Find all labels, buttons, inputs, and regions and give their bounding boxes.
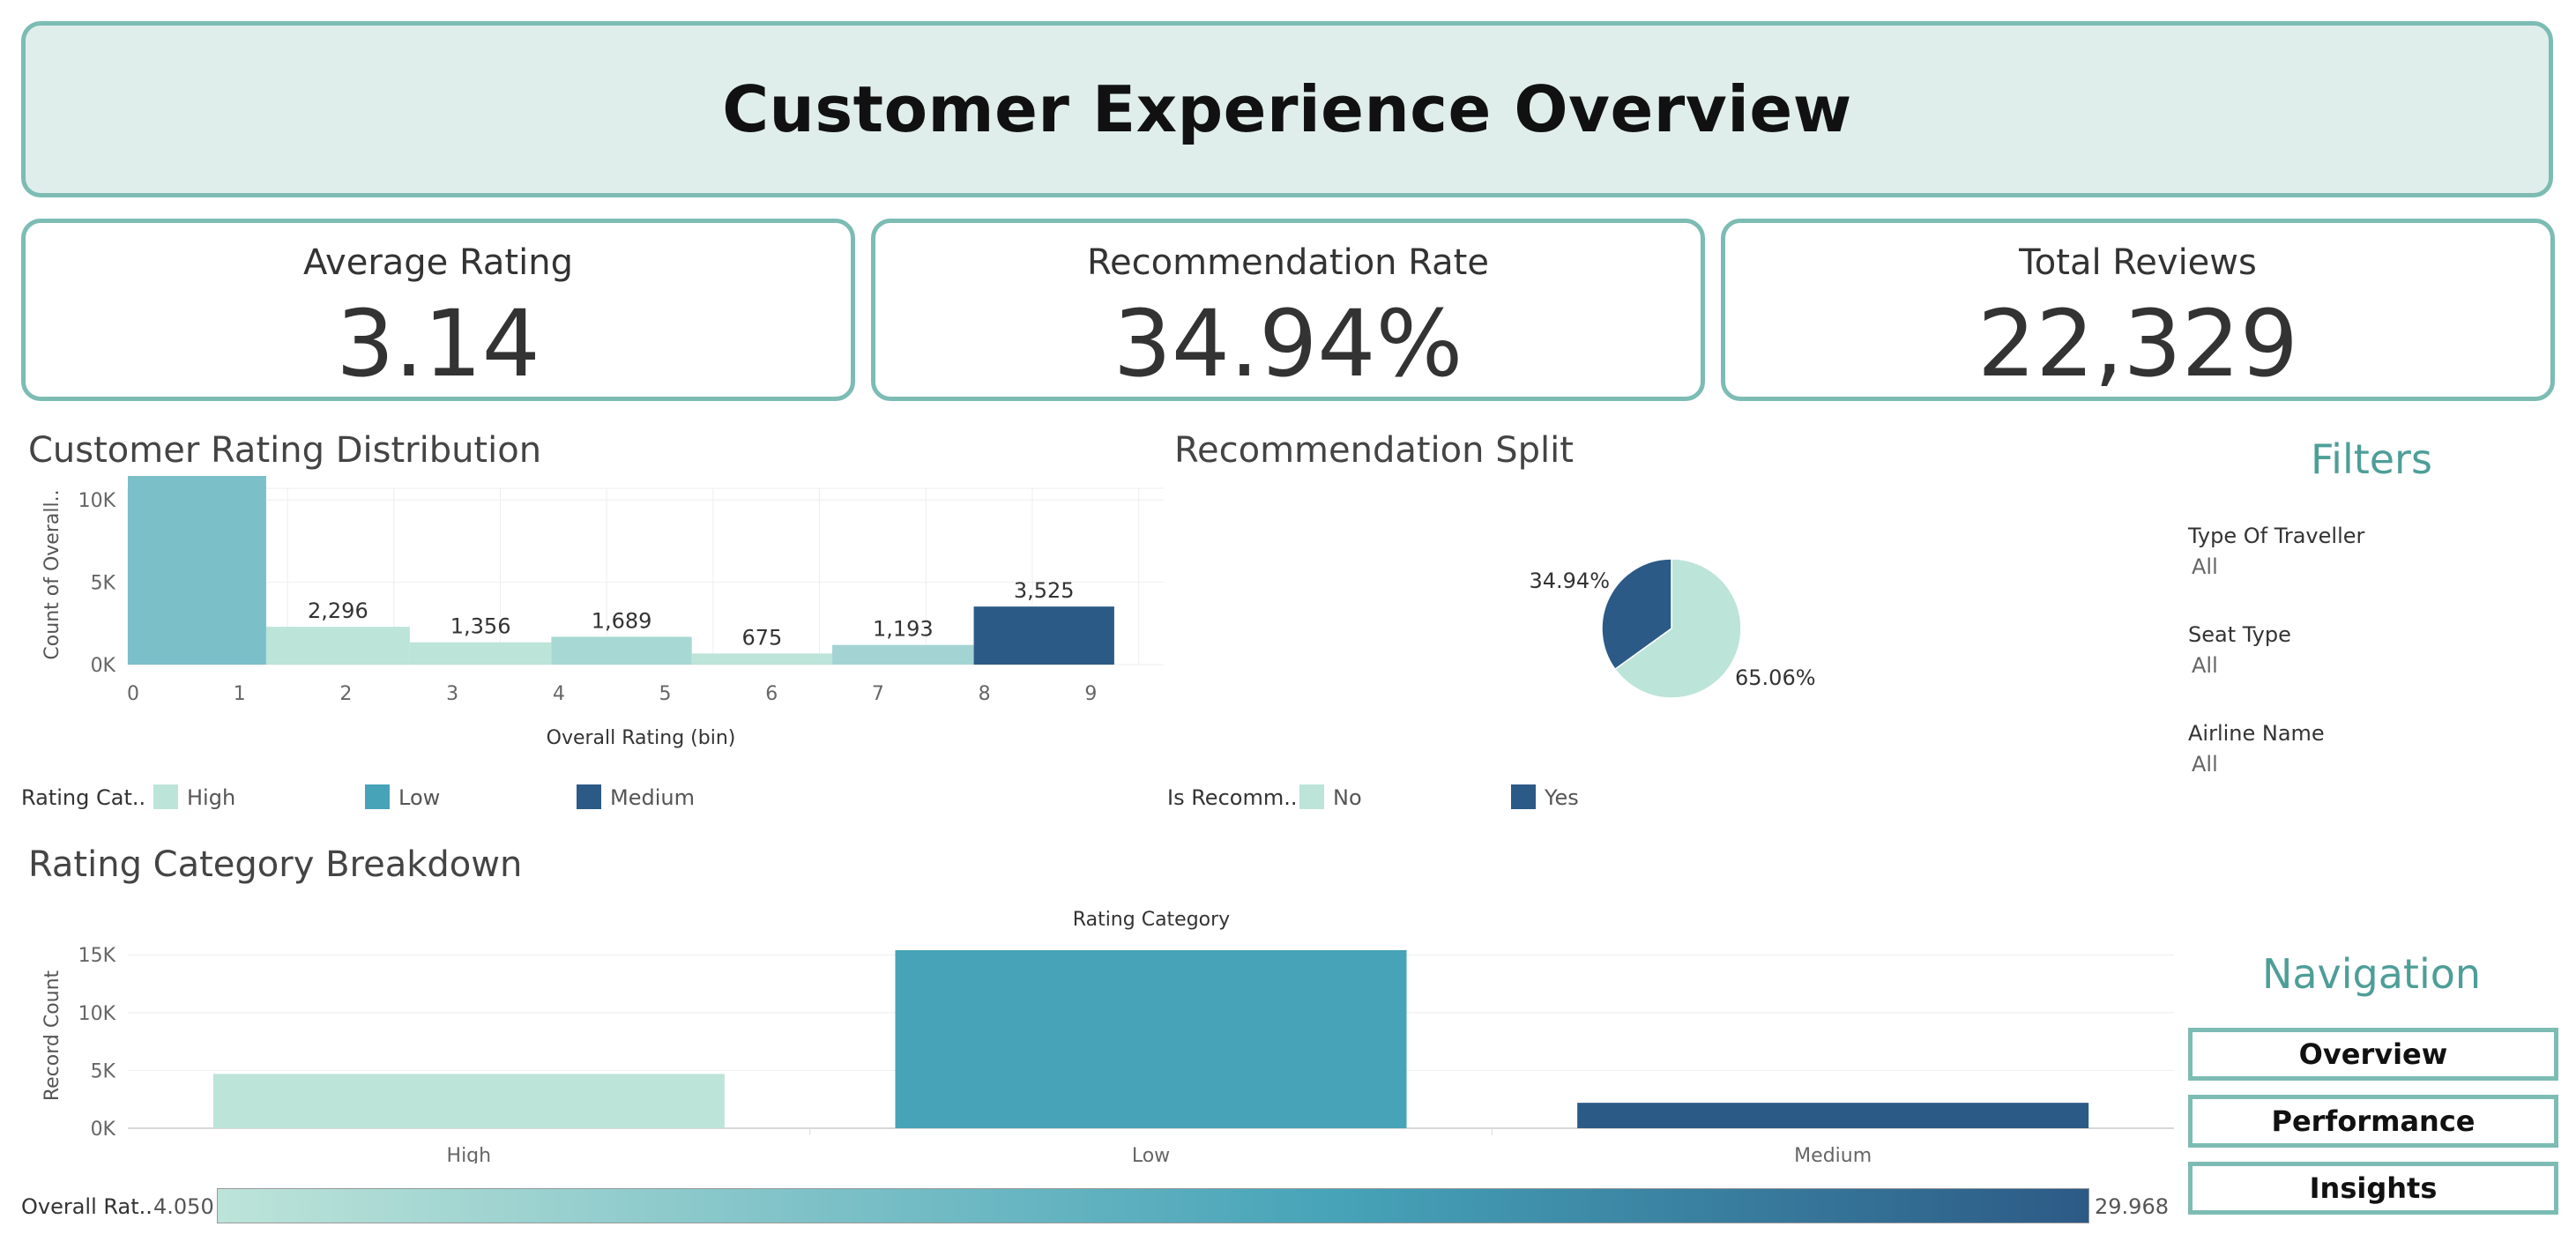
legend-title-is-recommended: Is Recomm.. [1167,785,1298,810]
legend-label-medium: Medium [610,785,695,810]
x-tick-label: 3 [446,683,458,705]
legend-swatch-low [365,784,390,809]
overall-rating-gradient-bar [217,1188,2089,1223]
section-title-rating-breakdown: Rating Category Breakdown [28,844,523,885]
category-bar-high[interactable] [212,1074,725,1128]
section-title-rating-distribution: Customer Rating Distribution [28,430,542,471]
pie-slice-no[interactable] [1613,558,1742,699]
y-tick-label: 10K [78,490,116,512]
category-bar-medium[interactable] [1577,1103,2089,1128]
x-tick-label: Low [1132,1145,1170,1163]
title-banner: Customer Experience Overview [21,21,2553,197]
pie-slice-yes[interactable] [1601,558,1672,671]
rating-category-breakdown-chart: Rating Category Record Count 0K5K10K15K … [41,909,2174,1163]
legend-label-yes: Yes [1545,785,1579,810]
kpi-value: 22,329 [1977,290,2298,398]
rating-distribution-chart: Count of Overall.. 11,5952,2961,3561,689… [41,476,1164,749]
x-tick-label: 5 [659,683,672,705]
bar-value-label: 2,296 [308,598,369,623]
chart-title: Rating Category [1073,909,1230,931]
filters-title: Filters [2311,435,2432,483]
y-tick-label: 5K [91,573,116,595]
legend-swatch-high [153,784,178,809]
pie-label-yes: 34.94% [1529,569,1610,593]
filter-seat-type-value[interactable]: All [2192,653,2218,678]
y-axis-label: Record Count [41,970,63,1101]
bar-value-label: 1,356 [450,614,511,639]
x-tick-label: 1 [234,683,246,705]
x-tick-label: 8 [979,683,991,705]
legend-swatch-yes [1511,784,1536,809]
legend-title-overall-rating: Overall Rat.. [21,1194,153,1219]
filter-label-traveller-type: Type Of Traveller [2188,524,2365,548]
legend-swatch-medium [577,784,601,809]
x-axis-label: Overall Rating (bin) [547,727,736,749]
bar-value-label: 1,689 [592,608,652,633]
histogram-bar[interactable] [832,644,974,665]
x-tick-label: 2 [339,683,352,705]
y-tick-label: 10K [78,1003,116,1025]
section-title-recommendation-split: Recommendation Split [1174,430,1574,471]
legend-label-high: High [187,785,236,810]
filter-airline-name-value[interactable]: All [2192,752,2218,777]
bar-value-label: 675 [741,625,782,650]
x-tick-label: 0 [127,683,139,705]
filter-label-seat-type: Seat Type [2188,622,2291,647]
nav-overview-button[interactable]: Overview [2188,1028,2558,1081]
navigation-title: Navigation [2261,950,2482,998]
kpi-label: Total Reviews [2019,242,2257,283]
pie-label-no: 65.06% [1735,665,1816,690]
histogram-bar[interactable] [128,476,266,665]
legend-label-no: No [1333,785,1362,810]
histogram-bar[interactable] [691,653,833,665]
kpi-card-recommendation-rate: Recommendation Rate 34.94% [871,219,1705,401]
y-tick-label: 0K [91,1119,116,1141]
bar-value-label: 3,525 [1014,578,1075,603]
y-tick-label: 15K [78,945,116,967]
filter-label-airline-name: Airline Name [2188,721,2325,746]
y-axis-label: Count of Overall.. [41,489,63,659]
kpi-card-average-rating: Average Rating 3.14 [21,219,855,401]
nav-insights-button[interactable]: Insights [2188,1162,2558,1215]
page-title: Customer Experience Overview [722,72,1852,146]
legend-title-rating-category: Rating Cat.. [21,785,146,810]
filter-traveller-type-value[interactable]: All [2192,554,2218,579]
recommendation-split-chart: 34.94% 65.06% [1529,558,1816,699]
legend-swatch-no [1299,784,1324,809]
histogram-bar[interactable] [973,606,1114,665]
x-tick-label: 9 [1084,683,1097,705]
kpi-card-total-reviews: Total Reviews 22,329 [1721,219,2555,401]
kpi-label: Recommendation Rate [1087,242,1489,283]
y-tick-label: 5K [91,1060,116,1082]
x-tick-label: High [447,1145,492,1163]
y-tick-label: 0K [91,655,116,677]
kpi-value: 34.94% [1113,290,1463,398]
histogram-bar[interactable] [551,636,692,665]
legend-label-low: Low [398,785,441,810]
x-tick-label: Medium [1794,1145,1872,1163]
nav-performance-button[interactable]: Performance [2188,1095,2558,1148]
gradient-max-label: 29.968 [2095,1194,2169,1219]
bar-value-label: 1,193 [873,617,934,642]
histogram-bar[interactable] [409,642,552,665]
x-tick-label: 4 [553,683,565,705]
histogram-bar[interactable] [265,627,410,665]
kpi-label: Average Rating [303,242,573,283]
x-tick-label: 7 [872,683,884,705]
kpi-value: 3.14 [336,290,540,398]
gradient-min-label: 4.050 [153,1194,214,1219]
x-tick-label: 6 [765,683,778,705]
category-bar-low[interactable] [895,950,1407,1128]
